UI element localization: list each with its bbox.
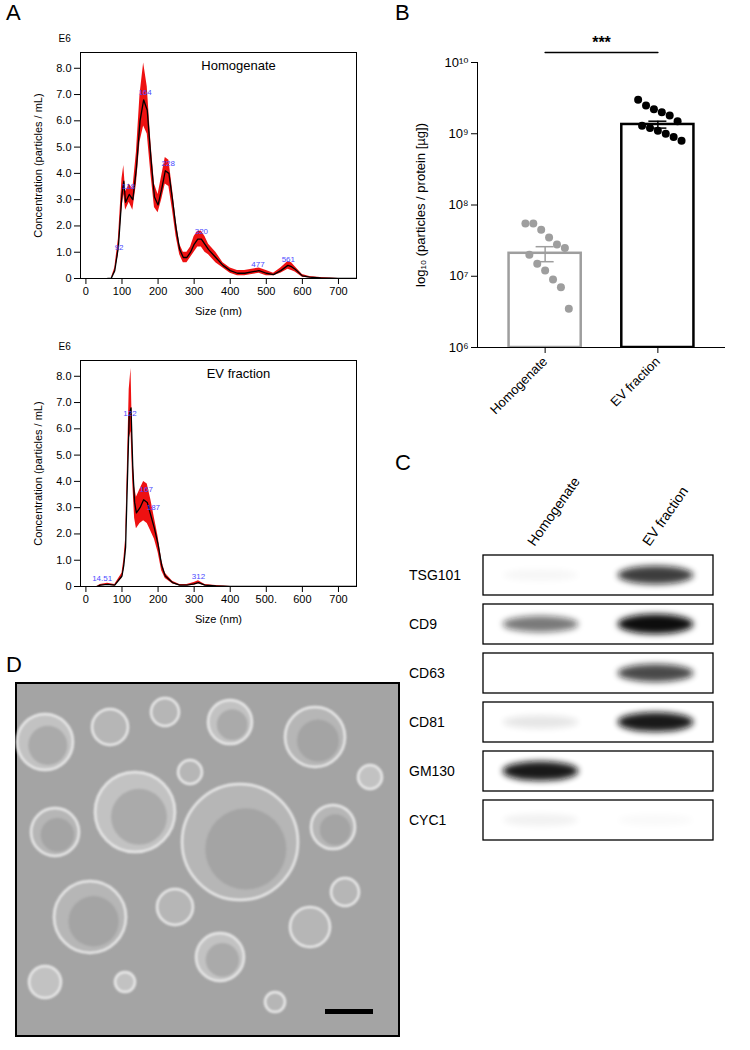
svg-text:TSG101: TSG101: [409, 567, 461, 583]
svg-text:500: 500: [257, 285, 275, 297]
svg-text:8.0: 8.0: [56, 370, 71, 382]
svg-text:200: 200: [149, 593, 167, 605]
svg-text:CD81: CD81: [409, 714, 445, 730]
html-text:B: B: [395, 0, 410, 25]
svg-text:14.51: 14.51: [92, 574, 113, 583]
svg-text:2.0: 2.0: [56, 219, 71, 231]
svg-text:561: 561: [282, 255, 296, 264]
svg-text:600: 600: [293, 285, 311, 297]
svg-text:Homogenate: Homogenate: [487, 354, 550, 417]
svg-text:8.0: 8.0: [56, 62, 71, 74]
svg-text:700: 700: [329, 593, 347, 605]
svg-text:10⁹: 10⁹: [448, 126, 468, 141]
svg-text:2.0: 2.0: [56, 527, 71, 539]
svg-text:5.0: 5.0: [56, 141, 71, 153]
svg-text:0: 0: [83, 285, 89, 297]
svg-text:300: 300: [185, 593, 203, 605]
svg-text:3.0: 3.0: [56, 193, 71, 205]
svg-text:100: 100: [113, 285, 131, 297]
svg-text:6.0: 6.0: [56, 422, 71, 434]
svg-text:92: 92: [115, 243, 124, 252]
html-text:C: C: [395, 450, 411, 475]
svg-text:0: 0: [65, 272, 71, 284]
svg-text:Homogenate: Homogenate: [201, 58, 275, 73]
svg-text:Concentration (particles / mL): Concentration (particles / mL): [32, 93, 44, 237]
svg-text:3.0: 3.0: [56, 501, 71, 513]
svg-text:CD9: CD9: [409, 616, 437, 632]
svg-text:118: 118: [122, 182, 135, 191]
svg-text:200: 200: [149, 285, 167, 297]
svg-text:Size (nm): Size (nm): [195, 613, 242, 625]
svg-text:10¹⁰: 10¹⁰: [444, 55, 468, 70]
svg-text:EV fraction: EV fraction: [639, 483, 691, 548]
html-text:A: A: [6, 0, 21, 25]
svg-text:5.0: 5.0: [56, 449, 71, 461]
svg-text:7.0: 7.0: [56, 396, 71, 408]
svg-text:E6: E6: [59, 33, 72, 44]
svg-text:400: 400: [221, 593, 239, 605]
svg-text:EV fraction: EV fraction: [607, 354, 663, 410]
svg-text:100: 100: [113, 593, 131, 605]
svg-text:10⁸: 10⁸: [449, 197, 469, 212]
svg-text:log₁₀ (particles / protein [µg: log₁₀ (particles / protein [µg]): [413, 123, 428, 287]
svg-text:228: 228: [161, 159, 175, 168]
svg-text:1.0: 1.0: [56, 554, 71, 566]
svg-text:400: 400: [221, 285, 239, 297]
svg-text:Concentration (particles / mL): Concentration (particles / mL): [32, 401, 44, 545]
svg-text:EV fraction: EV fraction: [207, 366, 271, 381]
svg-text:***: ***: [592, 34, 611, 51]
svg-text:700: 700: [329, 285, 347, 297]
svg-text:167: 167: [139, 485, 153, 494]
html-text:D: D: [6, 652, 22, 677]
svg-text:300: 300: [185, 285, 203, 297]
svg-text:0: 0: [65, 580, 71, 592]
svg-text:1.0: 1.0: [56, 246, 71, 258]
svg-text:312: 312: [192, 572, 206, 581]
svg-text:4.0: 4.0: [56, 475, 71, 487]
svg-text:CYC1: CYC1: [409, 812, 447, 828]
svg-text:CD63: CD63: [409, 665, 445, 681]
svg-text:500.: 500.: [256, 593, 277, 605]
svg-text:Homogenate: Homogenate: [524, 474, 583, 549]
svg-text:320: 320: [195, 227, 209, 236]
svg-text:10⁷: 10⁷: [449, 268, 468, 283]
svg-text:Size (nm): Size (nm): [195, 305, 242, 317]
svg-text:6.0: 6.0: [56, 114, 71, 126]
svg-text:GM130: GM130: [409, 763, 455, 779]
svg-text:164: 164: [138, 88, 152, 97]
svg-text:10⁶: 10⁶: [449, 340, 469, 355]
svg-text:477: 477: [251, 260, 265, 269]
svg-text:600: 600: [293, 593, 311, 605]
svg-text:187: 187: [147, 503, 161, 512]
svg-text:7.0: 7.0: [56, 88, 71, 100]
svg-text:E6: E6: [59, 341, 72, 352]
svg-text:4.0: 4.0: [56, 167, 71, 179]
svg-text:0: 0: [83, 593, 89, 605]
svg-text:122: 122: [123, 409, 137, 418]
